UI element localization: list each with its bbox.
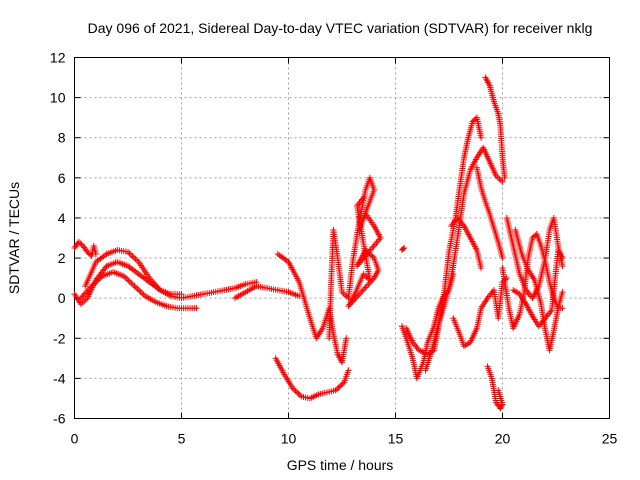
x-tick-label: 25 [602,431,618,447]
arc13-data-point [478,265,485,272]
arc8-data-point [369,253,376,260]
arc1-data-point [92,251,99,258]
x-tick-label: 10 [281,431,297,447]
arc7-data-point [334,386,341,393]
arc8-data-point [366,251,373,258]
arc11-data-point [470,117,477,124]
arc11-data-point [469,118,476,125]
arc9-data-point [399,246,406,253]
arc21-data-point [559,255,566,262]
arc8-data-point [368,252,375,259]
x-tick-label: 5 [178,431,186,447]
arc8-data-point [360,194,367,201]
arc11-data-point [478,134,485,141]
arc7-data-point [291,386,298,393]
data-points [71,74,566,412]
arc12-data-point [499,178,506,185]
arc9-data-point [401,245,408,252]
arc7-data-point [335,384,342,391]
y-tick-label: 12 [50,50,66,66]
y-tick-label: -4 [53,370,66,386]
y-tick-label: 8 [58,130,66,146]
arc20-data-point [559,289,566,296]
y-tick-label: 0 [58,290,66,306]
arc7-data-point [336,383,343,390]
arc18-data-point [529,235,536,241]
arc3-data-point [193,305,200,312]
arc7-data-point [295,390,302,397]
y-tick-label: 6 [58,170,66,186]
arc7-data-point [289,385,296,392]
arc7-data-point [332,387,339,394]
arc17-data-point [499,255,506,262]
y-tick-label: 2 [58,250,66,266]
arc16-data-point [495,387,502,394]
y-tick-label: -2 [53,330,66,346]
arc1-data-point [77,240,84,247]
arc7-data-point [294,389,301,396]
y-tick-label: -6 [53,411,66,427]
arc7-data-point [345,367,352,374]
y-tick-label: 10 [50,90,66,106]
arc1-data-point [84,249,91,256]
arc7-data-point [338,382,345,389]
arc19-data-point [559,263,566,270]
arc18-data-point [530,233,537,240]
x-tick-label: 15 [388,431,404,447]
arc7-data-point [292,388,299,395]
x-tick-label: 20 [495,431,511,447]
arc16-data-point [497,405,504,412]
chart-title: Day 096 of 2021, Sidereal Day-to-day VTE… [88,20,593,36]
arc15-data-point [501,174,508,181]
arc7-data-point [339,380,346,387]
arc7-data-point [296,392,303,399]
plot-frame [74,57,610,419]
y-axis-label: SDTVAR / TECUs [6,182,22,294]
arc16-data-point [498,404,505,411]
axis-ticks: -6 -4 -2 0 2 4 6 8 10 12 0 5 10 15 20 25 [50,50,618,447]
x-tick-label: 0 [71,431,79,447]
arc1-data-point [75,239,82,246]
y-tick-label: 4 [58,210,66,226]
arc6-data-point [343,335,350,342]
arc4-data-point [178,291,185,298]
arc1-data-point [85,250,92,257]
x-axis-label: GPS time / hours [287,457,394,473]
